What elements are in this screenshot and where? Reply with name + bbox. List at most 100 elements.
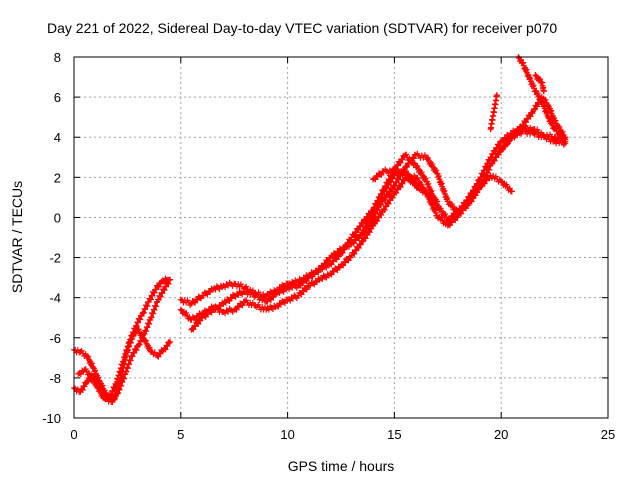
data-point-marker xyxy=(491,157,498,164)
series-track-5 xyxy=(177,172,515,323)
series-track-2 xyxy=(71,276,174,406)
data-point-marker xyxy=(356,223,363,230)
data-point-marker xyxy=(562,134,569,141)
data-point-marker xyxy=(401,177,408,184)
data-point-marker xyxy=(500,145,507,152)
data-point-marker xyxy=(82,366,89,373)
data-point-marker xyxy=(524,116,531,123)
data-point-marker xyxy=(403,151,410,158)
data-point-marker xyxy=(534,103,541,110)
data-point-marker xyxy=(161,287,168,294)
y-tick-label: -2 xyxy=(49,251,61,266)
data-point-marker xyxy=(394,161,401,168)
data-point-marker xyxy=(523,119,530,126)
data-point-marker xyxy=(523,66,530,73)
data-point-marker xyxy=(397,183,404,190)
data-point-marker xyxy=(239,302,246,309)
data-point-marker xyxy=(386,189,393,196)
data-point-marker xyxy=(378,211,385,218)
data-point-marker xyxy=(389,175,396,182)
data-point-marker xyxy=(423,190,430,197)
data-point-marker xyxy=(493,92,500,99)
data-point-marker xyxy=(542,96,549,103)
data-point-marker xyxy=(410,155,417,162)
data-point-marker xyxy=(155,283,162,290)
grid-lines xyxy=(74,57,608,418)
data-point-marker xyxy=(144,303,151,310)
data-point-marker xyxy=(133,347,140,354)
data-point-marker xyxy=(92,367,99,374)
y-tick-label: 6 xyxy=(54,90,61,105)
data-point-marker xyxy=(140,335,147,342)
data-point-marker xyxy=(393,189,400,196)
y-tick-label: 0 xyxy=(54,210,61,225)
x-tick-label: 5 xyxy=(177,427,184,442)
data-point-marker xyxy=(392,182,399,189)
data-point-marker xyxy=(162,346,169,353)
data-point-marker xyxy=(399,156,406,163)
data-point-marker xyxy=(480,176,487,183)
data-point-marker xyxy=(356,241,363,248)
axis-ticks: 0 5 10 15 20 25 -10 -8 -6 -4 -2 0 2 4 6 8 xyxy=(42,50,615,442)
data-point-marker xyxy=(146,344,153,351)
data-point-marker xyxy=(399,180,406,187)
data-point-marker xyxy=(479,180,486,187)
data-point-marker xyxy=(281,285,288,292)
data-point-marker xyxy=(448,200,455,207)
y-tick-label: 8 xyxy=(54,50,61,65)
data-point-marker xyxy=(410,178,417,185)
data-point-marker xyxy=(438,214,445,221)
data-point-marker xyxy=(484,170,491,177)
data-point-marker xyxy=(292,293,299,300)
x-axis-label: GPS time / hours xyxy=(288,458,395,474)
data-point-marker xyxy=(477,183,484,190)
data-point-marker xyxy=(527,75,534,82)
y-tick-label: 2 xyxy=(54,170,61,185)
data-point-marker xyxy=(432,209,439,216)
data-point-marker xyxy=(428,187,435,194)
data-point-marker xyxy=(418,169,425,176)
data-point-marker xyxy=(137,338,144,345)
data-point-marker xyxy=(108,391,115,398)
data-point-marker xyxy=(367,220,374,227)
data-point-marker xyxy=(537,78,544,85)
data-point-marker xyxy=(177,306,184,313)
data-point-marker xyxy=(495,151,502,158)
series-track-9 xyxy=(487,92,500,133)
data-point-marker xyxy=(195,320,202,327)
y-tick-label: -10 xyxy=(42,411,61,426)
data-point-marker xyxy=(324,257,331,264)
data-point-marker xyxy=(524,115,531,122)
data-point-marker xyxy=(115,390,122,397)
data-point-marker xyxy=(411,181,418,188)
data-point-marker xyxy=(559,128,566,135)
data-point-marker xyxy=(352,246,359,253)
data-point-marker xyxy=(350,232,357,239)
data-point-marker xyxy=(281,299,288,306)
data-point-marker xyxy=(425,180,432,187)
data-point-marker xyxy=(384,185,391,192)
data-point-marker xyxy=(474,188,481,195)
data-point-marker xyxy=(78,347,85,354)
data-point-marker xyxy=(136,341,143,348)
data-point-marker xyxy=(355,244,362,251)
data-point-marker xyxy=(149,292,156,299)
data-point-marker xyxy=(85,353,92,360)
data-point-marker xyxy=(429,193,436,200)
data-point-marker xyxy=(353,247,360,254)
data-point-marker xyxy=(362,226,369,233)
data-point-marker xyxy=(522,118,529,125)
data-point-marker xyxy=(157,293,164,300)
data-point-marker xyxy=(429,161,436,168)
data-point-marker xyxy=(385,192,392,199)
data-point-marker xyxy=(482,173,489,180)
data-point-marker xyxy=(531,85,538,92)
data-point-marker xyxy=(425,154,432,161)
data-point-marker xyxy=(395,176,402,183)
data-point-marker xyxy=(109,388,116,395)
data-point-marker xyxy=(111,396,118,403)
data-point-marker xyxy=(239,291,246,298)
data-markers xyxy=(71,54,569,406)
data-point-marker xyxy=(540,88,547,95)
